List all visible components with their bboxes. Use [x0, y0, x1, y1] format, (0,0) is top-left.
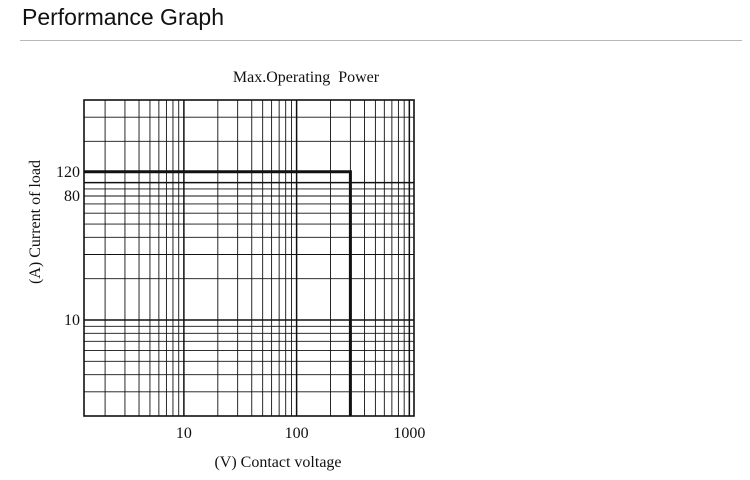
y-tick-label: 120: [56, 164, 80, 181]
x-tick-label: 100: [285, 425, 309, 442]
y-tick-label: 10: [64, 312, 80, 329]
plot-frame: [83, 99, 415, 417]
y-axis-label: (A) Current of load: [27, 160, 44, 284]
x-tick-label: 1000: [393, 425, 425, 442]
y-axis-ticks: 10 80 120: [56, 164, 80, 329]
x-axis-ticks: 10 100 1000: [176, 425, 425, 442]
y-tick-label: 80: [64, 188, 80, 205]
x-tick-label: 10: [176, 425, 192, 442]
heading-divider: [20, 40, 742, 41]
page-heading: Performance Graph: [22, 4, 224, 30]
chart-title: Max.Operating Power: [233, 69, 380, 86]
chart-grid: [84, 100, 414, 416]
x-axis-label: (V) Contact voltage: [214, 454, 341, 471]
max-power-curve: [84, 170, 352, 416]
